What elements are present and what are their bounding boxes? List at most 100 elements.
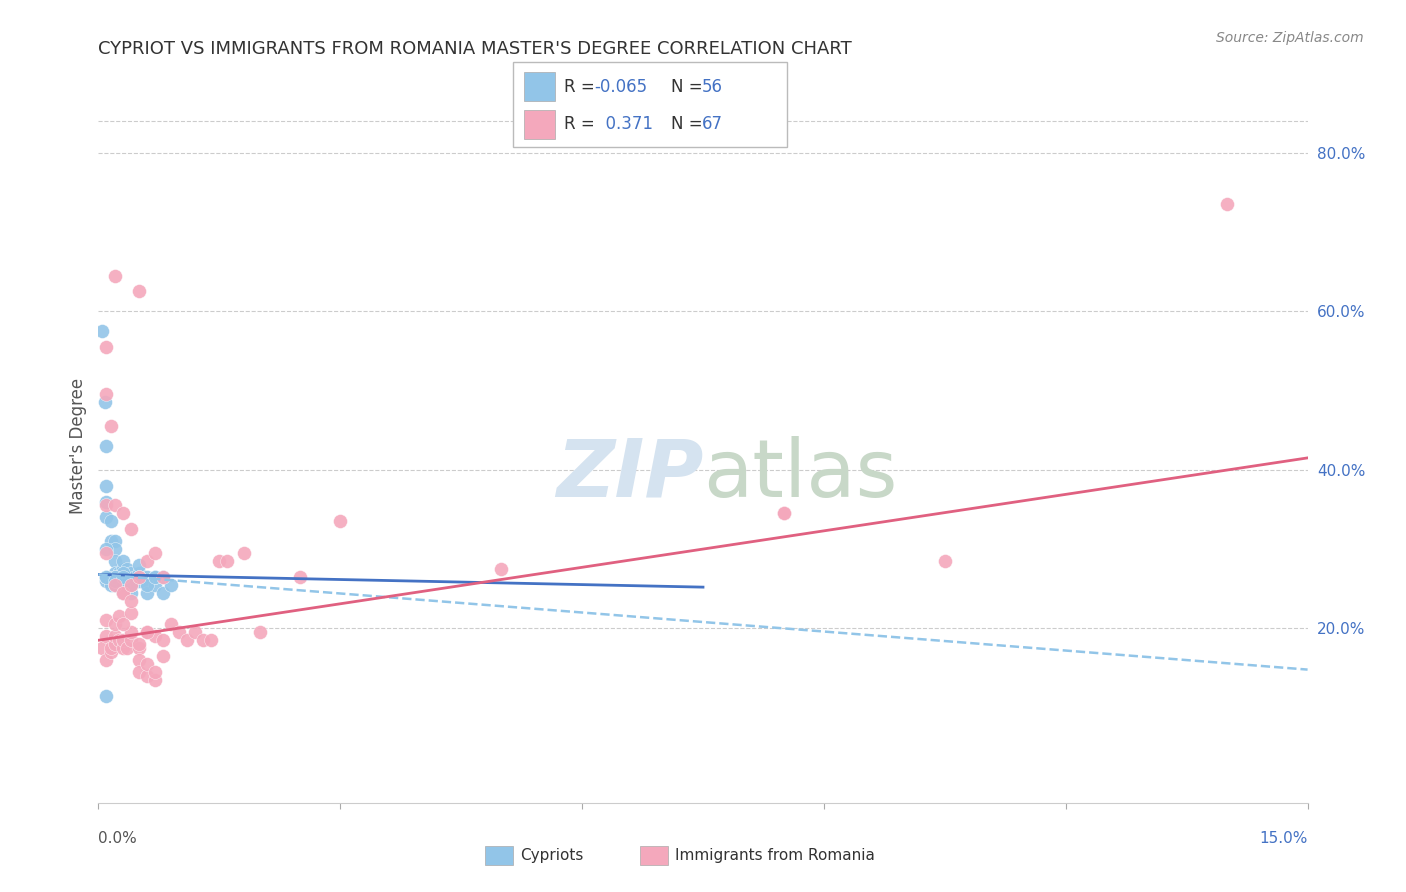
Point xyxy=(120,593,142,607)
Point xyxy=(184,625,207,640)
Point xyxy=(100,578,122,592)
Point xyxy=(111,507,134,521)
Point xyxy=(152,649,174,664)
Point xyxy=(288,570,311,584)
Point xyxy=(103,570,125,584)
Point xyxy=(96,570,118,584)
Point xyxy=(111,585,134,599)
Text: 15.0%: 15.0% xyxy=(1260,830,1308,846)
Point xyxy=(200,633,222,648)
Point xyxy=(96,542,118,557)
Point xyxy=(96,510,118,524)
Point xyxy=(103,534,125,549)
Point xyxy=(96,574,118,588)
Point xyxy=(208,554,231,568)
Point xyxy=(143,673,166,687)
Point xyxy=(120,606,142,620)
Point xyxy=(91,324,114,338)
Point xyxy=(96,689,118,703)
Point xyxy=(111,585,134,599)
Point xyxy=(135,554,157,568)
Point xyxy=(107,570,129,584)
Point xyxy=(111,633,134,648)
Point xyxy=(103,637,125,651)
Point xyxy=(96,478,118,492)
Point xyxy=(91,641,114,656)
Point xyxy=(152,585,174,599)
Text: Immigrants from Romania: Immigrants from Romania xyxy=(675,848,875,863)
Point xyxy=(128,637,150,651)
Point xyxy=(103,574,125,588)
Point xyxy=(128,558,150,572)
Point xyxy=(160,617,183,632)
Point xyxy=(143,629,166,643)
Point xyxy=(100,514,122,528)
Point xyxy=(249,625,271,640)
Point xyxy=(176,633,198,648)
Point xyxy=(128,570,150,584)
Point xyxy=(232,546,254,560)
Text: ZIP: ZIP xyxy=(555,435,703,514)
Point xyxy=(111,554,134,568)
Point xyxy=(100,641,122,656)
Text: R =: R = xyxy=(564,78,600,95)
Point xyxy=(128,641,150,656)
Point xyxy=(152,633,174,648)
Point xyxy=(103,574,125,588)
Point xyxy=(111,570,134,584)
Point xyxy=(103,578,125,592)
Point xyxy=(120,578,142,592)
Point xyxy=(100,419,122,434)
Point xyxy=(120,625,142,640)
Point xyxy=(143,578,166,592)
Text: atlas: atlas xyxy=(703,435,897,514)
Point xyxy=(143,665,166,679)
Point xyxy=(167,625,190,640)
Point xyxy=(160,578,183,592)
Text: 67: 67 xyxy=(702,115,723,133)
Point xyxy=(103,629,125,643)
Point xyxy=(96,629,118,643)
Point xyxy=(111,570,134,584)
Point xyxy=(111,641,134,656)
Point xyxy=(143,546,166,560)
Point xyxy=(128,653,150,667)
Point xyxy=(135,578,157,592)
Point xyxy=(111,617,134,632)
Point xyxy=(115,641,138,656)
Point xyxy=(120,522,142,536)
Point xyxy=(128,574,150,588)
Point xyxy=(96,340,118,354)
Point xyxy=(96,439,118,453)
Point xyxy=(103,268,125,283)
Text: 56: 56 xyxy=(702,78,723,95)
Point xyxy=(103,570,125,584)
Point xyxy=(135,625,157,640)
Text: -0.065: -0.065 xyxy=(595,78,648,95)
Point xyxy=(143,570,166,584)
Point xyxy=(124,570,146,584)
Point xyxy=(96,614,118,628)
Point xyxy=(107,609,129,624)
Point xyxy=(152,570,174,584)
Point xyxy=(103,499,125,513)
Point xyxy=(120,566,142,580)
Text: 0.371: 0.371 xyxy=(595,115,652,133)
Point xyxy=(96,387,118,401)
Point xyxy=(103,542,125,557)
Point xyxy=(120,578,142,592)
Text: N =: N = xyxy=(671,115,707,133)
Point xyxy=(329,514,352,528)
Text: R =: R = xyxy=(564,115,600,133)
Point xyxy=(128,665,150,679)
Point xyxy=(128,285,150,299)
Point xyxy=(128,566,150,580)
Point xyxy=(135,578,157,592)
Point xyxy=(120,570,142,584)
Text: N =: N = xyxy=(671,78,707,95)
Point xyxy=(96,570,118,584)
Point xyxy=(135,669,157,683)
Point xyxy=(94,395,117,409)
Point xyxy=(107,566,129,580)
Point xyxy=(128,570,150,584)
